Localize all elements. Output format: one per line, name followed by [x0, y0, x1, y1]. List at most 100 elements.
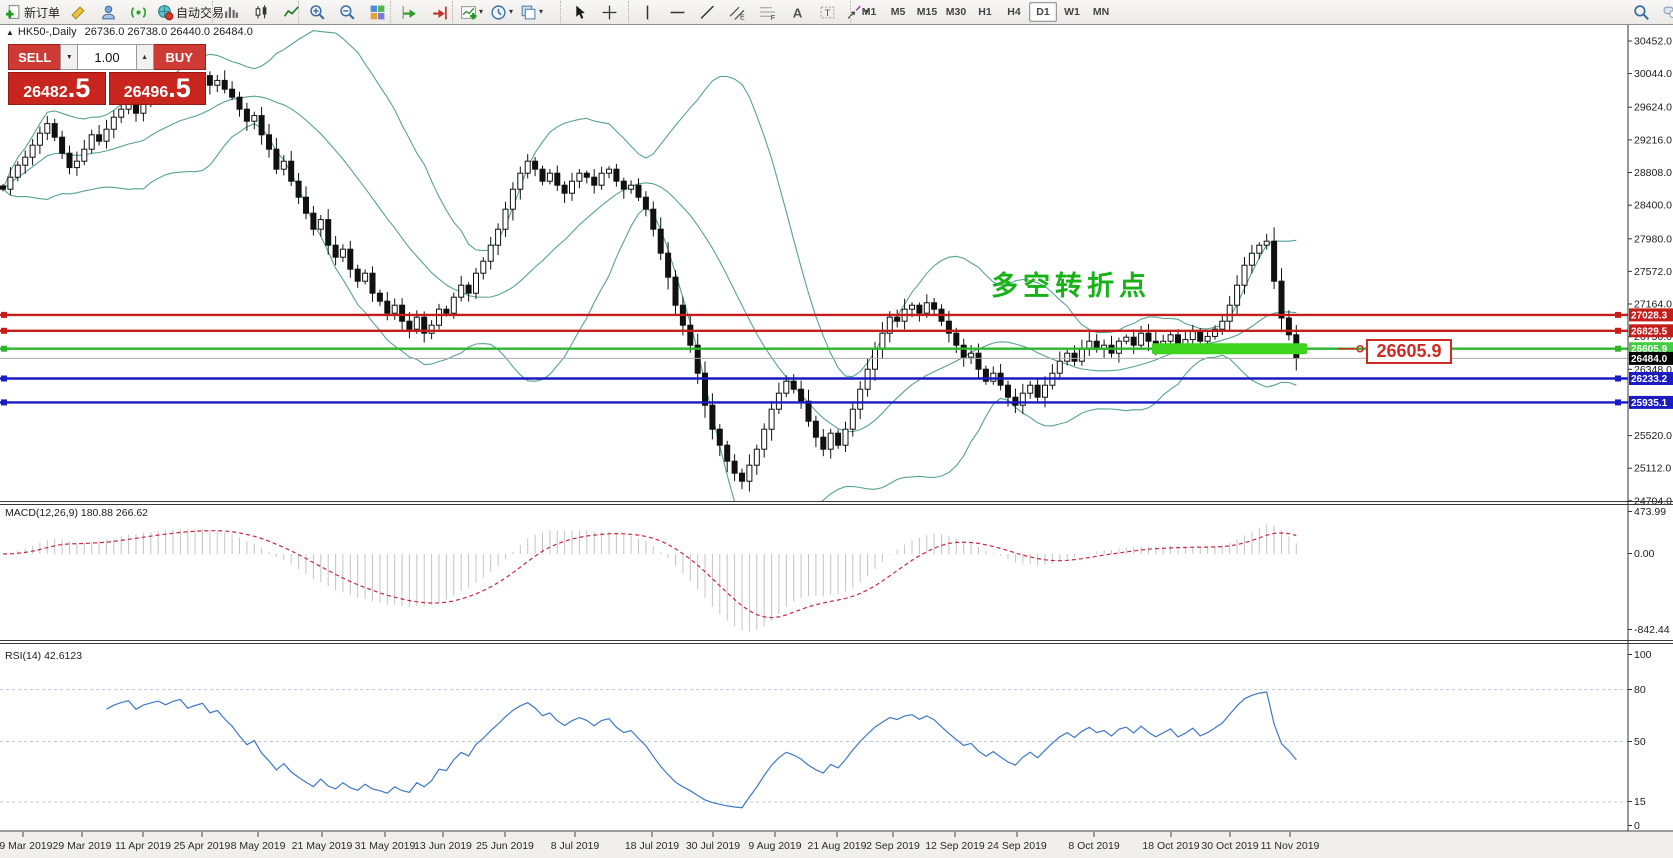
clock-icon: [491, 4, 506, 20]
trendline-button[interactable]: [693, 1, 722, 23]
auto-scroll-button[interactable]: [395, 1, 424, 23]
price-callout-box[interactable]: 26605.9: [1366, 339, 1452, 364]
price-axis-label: 29624.0: [1634, 102, 1672, 114]
tile-windows-button[interactable]: [363, 1, 392, 23]
timeframe-m30-button[interactable]: M30: [945, 6, 967, 18]
radio-signal-button[interactable]: [124, 1, 153, 23]
indicators-button[interactable]: ▾: [457, 1, 486, 23]
price-tag: 25935.1: [1631, 398, 1668, 409]
zoom-out-icon: [340, 4, 355, 20]
highlight-zone[interactable]: [1152, 343, 1307, 355]
price-axis-label: 27164.0: [1634, 299, 1672, 311]
rsi-label: RSI(14) 42.6123: [5, 650, 82, 662]
volume-input[interactable]: 1.00: [78, 44, 136, 70]
fibonacci-button[interactable]: F: [753, 1, 782, 23]
price-tag: 26605.9: [1631, 344, 1668, 355]
chart-ohlc-values: 26736.0 26738.0 26440.0 26484.0: [84, 26, 253, 38]
cursor-button[interactable]: [565, 1, 594, 23]
collapse-arrow-icon[interactable]: ▲: [6, 28, 14, 37]
price-tag: 26829.5: [1631, 326, 1668, 337]
channel-icon: E: [729, 6, 745, 21]
date-axis-label: 11 Apr 2019: [115, 840, 171, 852]
text-label-button[interactable]: T: [813, 1, 842, 23]
zoom-in-button[interactable]: [303, 1, 332, 23]
dropdown-caret-icon[interactable]: ▾: [539, 7, 544, 16]
volume-down-button[interactable]: ▼: [60, 44, 79, 70]
sell-price-button[interactable]: 26482.5: [8, 72, 106, 105]
price-axis-label: 30452.0: [1634, 36, 1672, 48]
chart-title: ▲ HK50-,Daily 26736.0 26738.0 26440.0 2648…: [6, 26, 253, 38]
person-icon: [102, 5, 115, 19]
buy-button[interactable]: BUY: [153, 44, 206, 70]
volume-up-button[interactable]: ▲: [135, 44, 154, 70]
toolbar-group: [298, 1, 392, 23]
yellow-arrow-button[interactable]: [64, 1, 93, 23]
price-axis-label: 27980.0: [1634, 233, 1672, 245]
sell-price-pips: .5: [67, 73, 91, 103]
horizontal-lines[interactable]: 27028.3 26829.5 26605.9 26233.2 25935.1 26484…: [0, 308, 1673, 409]
buy-price-main: 26496: [123, 84, 169, 101]
date-axis-label: 13 Jun 2019: [414, 840, 472, 852]
periods-button[interactable]: ▾: [487, 1, 516, 23]
yellow-arrow-icon: [71, 5, 85, 20]
zoom-in-icon: [310, 4, 325, 20]
price-axis[interactable]: 30452.0 30044.0 29624.0 29216.0 28808.0 28400…: [1628, 36, 1672, 508]
buy-price-button[interactable]: 26496.5: [108, 72, 206, 105]
macd-pane: [2, 524, 1297, 632]
text-button[interactable]: A: [783, 1, 812, 23]
dropdown-caret-icon[interactable]: ▾: [865, 7, 870, 16]
bar-chart-button[interactable]: [217, 1, 246, 23]
zoom-out-button[interactable]: [333, 1, 362, 23]
cursor-icon: [576, 5, 585, 19]
timeframe-d1-button[interactable]: D1: [1029, 2, 1057, 22]
auto-scroll-icon: [402, 5, 416, 19]
timeframe-m15-button[interactable]: M15: [916, 6, 938, 18]
toolbar-group: [390, 1, 454, 23]
timeframe-mn-button[interactable]: MN: [1092, 6, 1110, 18]
price-axis-label: 28808.0: [1634, 167, 1672, 179]
new-order-button[interactable]: 新订单: [2, 1, 63, 23]
price-axis-label: 27572.0: [1634, 266, 1672, 278]
date-axis-label: 21 May 2019: [292, 840, 353, 852]
sell-button[interactable]: SELL: [8, 44, 61, 70]
timeframe-h1-button[interactable]: H1: [978, 6, 992, 18]
line-chart-button[interactable]: [277, 1, 306, 23]
templates-button[interactable]: ▾: [517, 1, 546, 23]
chart-text-annotation[interactable]: 多空转折点: [991, 271, 1151, 301]
vertical-line-button[interactable]: [633, 1, 662, 23]
rsi-axis-label: 100: [1634, 649, 1652, 661]
toolbar-group: E F A T ▾: [628, 1, 872, 23]
timeframe-h4-button[interactable]: H4: [1007, 6, 1021, 18]
price-axis-label: 25112.0: [1634, 463, 1671, 475]
signal-icon: [131, 6, 146, 18]
search-button[interactable]: [1627, 1, 1656, 23]
horizontal-line-button[interactable]: [663, 1, 692, 23]
main-toolbar: 新订单 自动交易 ▾ ▾ ▾ E F A T ▾ M1 M5 M15 M30 H1 H4 D1 W1 MN: [0, 0, 1673, 25]
timeframe-w1-button[interactable]: W1: [1064, 6, 1080, 18]
svg-text:A: A: [793, 5, 803, 20]
candles-icon: [255, 4, 267, 18]
date-axis-label: 30 Jul 2019: [686, 840, 740, 852]
chart-shift-button[interactable]: [425, 1, 454, 23]
price-axis-label: 28400.0: [1634, 200, 1672, 212]
candlestick-chart-button[interactable]: [247, 1, 276, 23]
labelT-icon: T: [820, 6, 835, 19]
equidistant-channel-button[interactable]: E: [723, 1, 752, 23]
bollinger-upper-band: [2, 30, 1297, 378]
timeframe-m5-button[interactable]: M5: [890, 6, 906, 18]
timeframe-m1-button[interactable]: M1: [861, 6, 877, 18]
dropdown-caret-icon[interactable]: ▾: [509, 7, 514, 16]
template-icon: [521, 5, 536, 19]
arrows-button[interactable]: ▾: [843, 1, 872, 23]
toolbar-group: [560, 1, 624, 23]
date-axis-label: 12 Sep 2019: [925, 840, 985, 852]
crosshair-button[interactable]: [595, 1, 624, 23]
toolbar-group: ▾ ▾ ▾: [452, 1, 546, 23]
support-person-button[interactable]: [94, 1, 123, 23]
indicators-icon: [461, 5, 477, 19]
chat-button[interactable]: [1657, 1, 1673, 23]
shapes-icon: [847, 5, 861, 19]
dropdown-caret-icon[interactable]: ▾: [479, 7, 484, 16]
